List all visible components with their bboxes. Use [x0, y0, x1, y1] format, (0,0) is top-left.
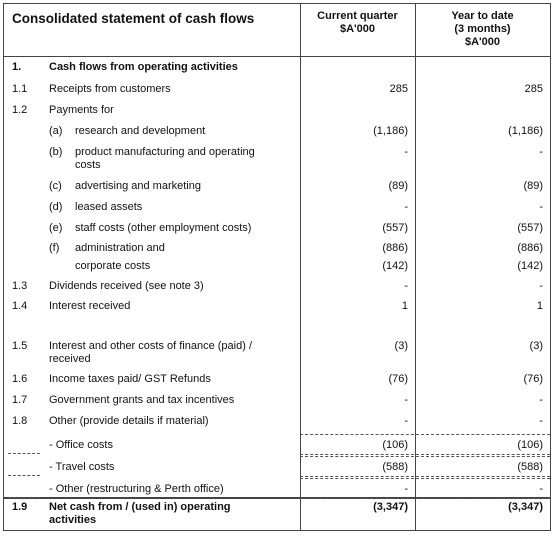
current-quarter-value: -: [404, 146, 408, 158]
year-to-date-value: (89): [523, 180, 543, 192]
row-label: Payments for: [49, 104, 114, 116]
row-label: product manufacturing and operating cost…: [75, 146, 255, 171]
row-sub-label: (a): [49, 125, 63, 137]
column-rule: [415, 3, 416, 530]
row-label: Income taxes paid/ GST Refunds: [49, 373, 211, 385]
current-quarter-value: -: [404, 201, 408, 213]
row-rule: [8, 497, 40, 498]
row-rule: [300, 476, 550, 477]
row-label: corporate costs: [75, 260, 151, 272]
current-quarter-value: 1: [401, 300, 408, 312]
total-rule: [3, 497, 550, 499]
row-number: 1.9: [12, 501, 28, 513]
row-label: advertising and marketing: [75, 180, 201, 192]
current-quarter-value: (142): [382, 260, 408, 272]
current-quarter-value: -: [404, 280, 408, 292]
year-to-date-value: -: [539, 146, 543, 158]
year-to-date-value: (557): [517, 222, 543, 234]
current-quarter-value: (106): [382, 439, 408, 451]
row-sub-label: (d): [49, 201, 63, 213]
year-to-date-value: -: [539, 201, 543, 213]
current-quarter-value: 285: [389, 83, 408, 95]
row-label: - Travel costs: [49, 461, 115, 473]
current-quarter-value: (588): [382, 461, 408, 473]
border: [3, 530, 551, 531]
column-header: Current quarter $A'000: [317, 10, 398, 35]
current-quarter-value: -: [404, 415, 408, 427]
row-number: 1.4: [12, 300, 28, 312]
current-quarter-value: (3,347): [373, 501, 408, 513]
row-label: Receipts from customers: [49, 83, 171, 95]
year-to-date-value: 1: [536, 300, 543, 312]
row-rule: [8, 475, 40, 476]
row-label: - Office costs: [49, 439, 113, 451]
row-label: staff costs (other employment costs): [75, 222, 252, 234]
year-to-date-value: (3): [529, 340, 543, 352]
current-quarter-value: -: [404, 483, 408, 495]
row-number: 1.5: [12, 340, 28, 352]
row-number: 1.1: [12, 83, 28, 95]
row-rule: [300, 454, 550, 455]
row-label: Government grants and tax incentives: [49, 394, 235, 406]
row-number: 1.2: [12, 104, 28, 116]
row-rule: [8, 453, 40, 454]
table-title: Consolidated statement of cash flows: [12, 11, 255, 26]
row-label: leased assets: [75, 201, 143, 213]
row-label: Interest received: [49, 300, 131, 312]
header-rule: [3, 56, 550, 57]
row-label: Cash flows from operating activities: [49, 61, 238, 73]
row-rule: [300, 456, 550, 457]
column-rule: [300, 3, 301, 530]
row-label: Dividends received (see note 3): [49, 280, 204, 292]
current-quarter-value: (557): [382, 222, 408, 234]
row-label: research and development: [75, 125, 206, 137]
year-to-date-value: 285: [524, 83, 543, 95]
column-header: Year to date (3 months) $A'000: [451, 10, 514, 48]
border: [3, 3, 550, 4]
border: [550, 3, 551, 530]
year-to-date-value: (106): [517, 439, 543, 451]
row-label: Other (provide details if material): [49, 415, 209, 427]
row-label: administration and: [75, 242, 165, 254]
year-to-date-value: -: [539, 415, 543, 427]
current-quarter-value: (1,186): [373, 125, 408, 137]
current-quarter-value: (886): [382, 242, 408, 254]
row-label: Net cash from / (used in) operating acti…: [49, 501, 231, 526]
row-sub-label: (b): [49, 146, 63, 158]
row-label: Interest and other costs of finance (pai…: [49, 340, 253, 365]
row-sub-label: (e): [49, 222, 63, 234]
year-to-date-value: (3,347): [508, 501, 543, 513]
row-number: 1.3: [12, 280, 28, 292]
year-to-date-value: (76): [523, 373, 543, 385]
row-number: 1.6: [12, 373, 28, 385]
border: [3, 3, 4, 530]
row-number: 1.7: [12, 394, 28, 406]
year-to-date-value: (142): [517, 260, 543, 272]
year-to-date-value: -: [539, 394, 543, 406]
row-rule: [300, 478, 550, 479]
row-label: - Other (restructuring & Perth office): [49, 483, 224, 495]
row-number: 1.: [12, 61, 22, 73]
row-number: 1.8: [12, 415, 28, 427]
year-to-date-value: -: [539, 280, 543, 292]
year-to-date-value: (886): [517, 242, 543, 254]
current-quarter-value: (3): [394, 340, 408, 352]
year-to-date-value: (1,186): [508, 125, 543, 137]
year-to-date-value: (588): [517, 461, 543, 473]
current-quarter-value: (89): [388, 180, 408, 192]
row-sub-label: (c): [49, 180, 62, 192]
row-rule: [300, 498, 550, 499]
year-to-date-value: -: [539, 483, 543, 495]
row-rule: [300, 434, 550, 435]
current-quarter-value: (76): [388, 373, 408, 385]
row-sub-label: (f): [49, 242, 60, 254]
current-quarter-value: -: [404, 394, 408, 406]
